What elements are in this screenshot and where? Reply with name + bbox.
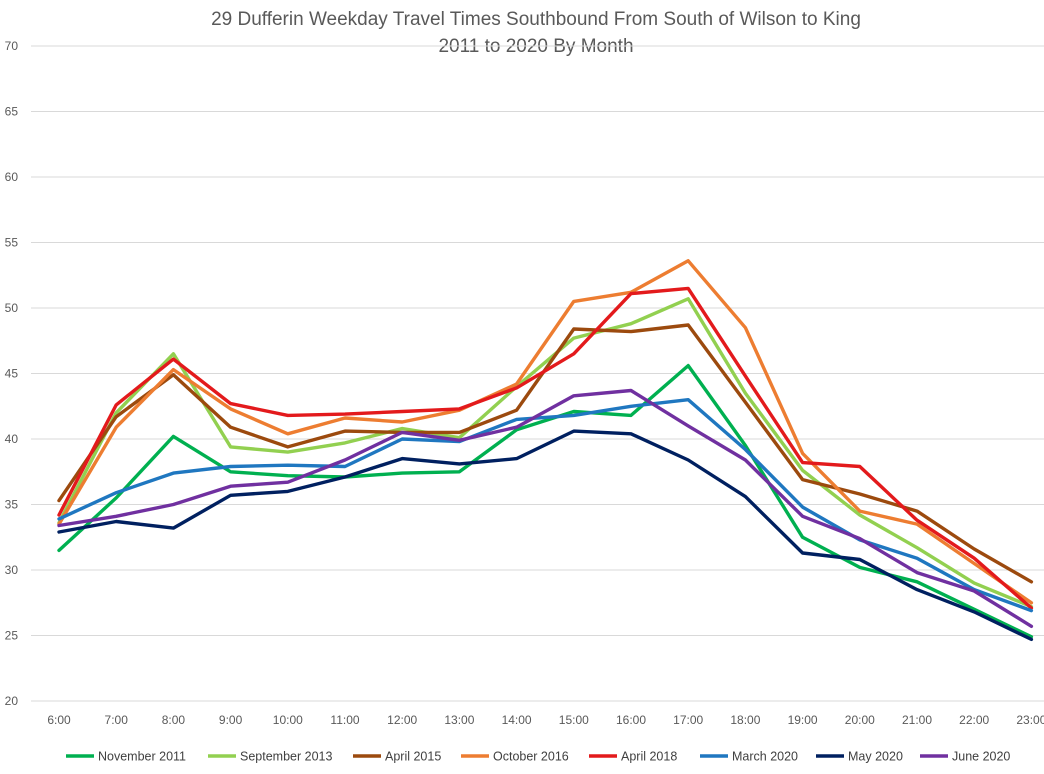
x-tick-label: 10:00: [273, 713, 303, 727]
series-line: [57, 259, 1034, 605]
x-tick-label: 9:00: [219, 713, 243, 727]
y-tick-label: 50: [5, 301, 19, 315]
y-tick-label: 55: [5, 236, 19, 250]
y-tick-label: 60: [5, 170, 19, 184]
x-tick-label: 6:00: [47, 713, 71, 727]
legend-item: September 2013: [208, 750, 332, 764]
chart-title: 29 Dufferin Weekday Travel Times Southbo…: [211, 9, 861, 30]
legend-label: April 2018: [621, 750, 677, 764]
legend: November 2011 September 2013 April 2015 Oct…: [66, 750, 1010, 764]
y-tick-label: 25: [5, 629, 19, 643]
y-tick-label: 35: [5, 498, 19, 512]
legend-label: March 2020: [732, 750, 798, 764]
legend-label: June 2020: [952, 750, 1010, 764]
legend-item: October 2016: [461, 750, 569, 764]
legend-item: April 2015: [353, 750, 441, 764]
legend-item: November 2011: [66, 750, 186, 764]
x-tick-label: 12:00: [387, 713, 417, 727]
x-tick-label: 18:00: [730, 713, 760, 727]
series-line: [57, 429, 1034, 642]
legend-label: April 2015: [385, 750, 441, 764]
x-tick-label: 15:00: [559, 713, 589, 727]
y-axis-ticks: 20 25 30 35 40 45 50 55 60 65 70: [5, 39, 19, 708]
y-tick-label: 45: [5, 367, 19, 381]
y-tick-label: 70: [5, 39, 19, 53]
x-tick-label: 22:00: [959, 713, 989, 727]
legend-item: May 2020: [816, 750, 903, 764]
legend-label: September 2013: [240, 750, 332, 764]
x-tick-label: 20:00: [845, 713, 875, 727]
x-tick-label: 19:00: [788, 713, 818, 727]
x-tick-label: 17:00: [673, 713, 703, 727]
series-line: [57, 398, 1034, 613]
series-lines: [57, 259, 1034, 642]
legend-label: May 2020: [848, 750, 903, 764]
x-tick-label: 8:00: [162, 713, 186, 727]
y-tick-label: 40: [5, 432, 19, 446]
series-line: [57, 286, 1034, 610]
y-tick-label: 65: [5, 105, 19, 119]
x-axis-ticks: 6:00 7:00 8:00 9:00 10:00 11:00 12:00 13:00 14:0…: [47, 713, 1044, 727]
y-tick-label: 20: [5, 694, 19, 708]
x-tick-label: 7:00: [105, 713, 129, 727]
x-tick-label: 14:00: [502, 713, 532, 727]
legend-item: March 2020: [700, 750, 798, 764]
series-line: [57, 388, 1034, 628]
legend-item: April 2018: [589, 750, 677, 764]
legend-item: June 2020: [920, 750, 1010, 764]
x-tick-label: 16:00: [616, 713, 646, 727]
x-tick-label: 23:00: [1016, 713, 1044, 727]
legend-label: November 2011: [98, 750, 186, 764]
x-tick-label: 11:00: [330, 713, 359, 727]
legend-label: October 2016: [493, 750, 569, 764]
y-tick-label: 30: [5, 563, 19, 577]
x-tick-label: 21:00: [902, 713, 932, 727]
x-tick-label: 13:00: [444, 713, 474, 727]
series-line: [57, 297, 1034, 609]
